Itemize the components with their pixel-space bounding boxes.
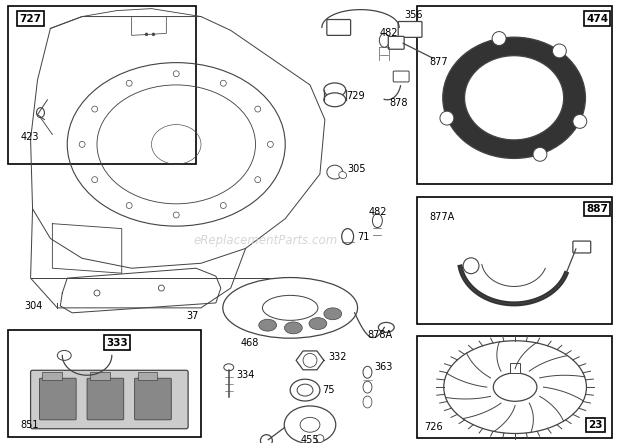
Ellipse shape [494, 373, 537, 401]
Ellipse shape [464, 56, 564, 140]
Bar [8, 330, 201, 437]
Bar [42, 372, 62, 380]
Ellipse shape [309, 318, 327, 330]
FancyBboxPatch shape [327, 20, 351, 35]
Ellipse shape [224, 364, 234, 371]
Text: 468: 468 [241, 338, 259, 347]
Ellipse shape [324, 83, 346, 97]
Circle shape [463, 258, 479, 274]
FancyBboxPatch shape [135, 378, 171, 420]
Text: 726: 726 [424, 422, 443, 432]
Circle shape [126, 80, 132, 86]
Bar [8, 6, 196, 164]
FancyBboxPatch shape [40, 378, 76, 420]
Ellipse shape [443, 37, 585, 158]
Text: 877: 877 [429, 57, 448, 67]
Text: 423: 423 [20, 132, 39, 142]
Ellipse shape [324, 308, 342, 320]
Ellipse shape [324, 93, 346, 107]
Ellipse shape [223, 277, 358, 338]
Text: 482: 482 [379, 29, 398, 38]
Circle shape [92, 177, 98, 183]
Ellipse shape [290, 379, 320, 401]
Circle shape [303, 353, 317, 368]
Text: 887: 887 [587, 204, 608, 214]
FancyBboxPatch shape [393, 71, 409, 82]
Circle shape [79, 141, 85, 147]
Circle shape [92, 106, 98, 112]
Circle shape [260, 435, 272, 446]
Ellipse shape [262, 295, 318, 320]
Bar [417, 197, 612, 324]
Ellipse shape [339, 172, 347, 178]
Text: 333: 333 [106, 338, 128, 347]
Circle shape [255, 106, 261, 112]
Circle shape [173, 71, 179, 77]
Text: 878A: 878A [368, 330, 392, 339]
Ellipse shape [363, 381, 372, 393]
Bar [90, 372, 110, 380]
Circle shape [267, 141, 273, 147]
Ellipse shape [285, 322, 303, 334]
Text: 474: 474 [587, 13, 608, 24]
Circle shape [552, 44, 566, 58]
Circle shape [126, 202, 132, 208]
Text: 332: 332 [328, 352, 347, 363]
Ellipse shape [297, 384, 313, 396]
FancyBboxPatch shape [398, 21, 422, 37]
Ellipse shape [327, 165, 343, 179]
FancyBboxPatch shape [30, 370, 188, 429]
Ellipse shape [57, 351, 71, 360]
Circle shape [492, 32, 506, 45]
Circle shape [173, 212, 179, 218]
Text: 75: 75 [322, 385, 334, 395]
Ellipse shape [444, 341, 587, 434]
Ellipse shape [379, 33, 389, 47]
Bar [417, 335, 612, 438]
Text: 305: 305 [348, 164, 366, 174]
Text: 455: 455 [300, 435, 319, 445]
Ellipse shape [284, 406, 336, 444]
Circle shape [440, 111, 454, 125]
FancyBboxPatch shape [388, 37, 404, 49]
Text: 363: 363 [374, 362, 393, 372]
Text: 304: 304 [25, 301, 43, 311]
Text: 878: 878 [389, 98, 408, 108]
Text: 851: 851 [20, 420, 39, 430]
Ellipse shape [300, 417, 320, 432]
Ellipse shape [259, 319, 277, 331]
Text: 37: 37 [186, 311, 198, 321]
Bar [138, 372, 157, 380]
Text: 23: 23 [588, 420, 603, 430]
Text: 356: 356 [404, 9, 423, 20]
Text: 71: 71 [358, 231, 370, 242]
Circle shape [145, 33, 148, 36]
Ellipse shape [378, 322, 394, 332]
Ellipse shape [363, 396, 372, 408]
Circle shape [94, 290, 100, 296]
Bar [417, 6, 612, 184]
Text: 877A: 877A [429, 212, 454, 222]
Text: 482: 482 [368, 207, 387, 217]
FancyBboxPatch shape [573, 241, 591, 253]
Circle shape [158, 285, 164, 291]
Circle shape [533, 147, 547, 161]
Ellipse shape [373, 214, 383, 227]
Text: eReplacementParts.com: eReplacementParts.com [193, 234, 337, 247]
Circle shape [220, 80, 226, 86]
Bar [510, 363, 520, 373]
Ellipse shape [342, 229, 353, 244]
Text: 334: 334 [237, 370, 255, 380]
Ellipse shape [37, 107, 45, 118]
Circle shape [152, 33, 155, 36]
Ellipse shape [363, 366, 372, 378]
Circle shape [573, 115, 587, 128]
Circle shape [220, 202, 226, 208]
Circle shape [316, 435, 324, 442]
Text: 727: 727 [20, 13, 42, 24]
FancyBboxPatch shape [87, 378, 124, 420]
Text: 729: 729 [347, 91, 365, 101]
Circle shape [255, 177, 261, 183]
